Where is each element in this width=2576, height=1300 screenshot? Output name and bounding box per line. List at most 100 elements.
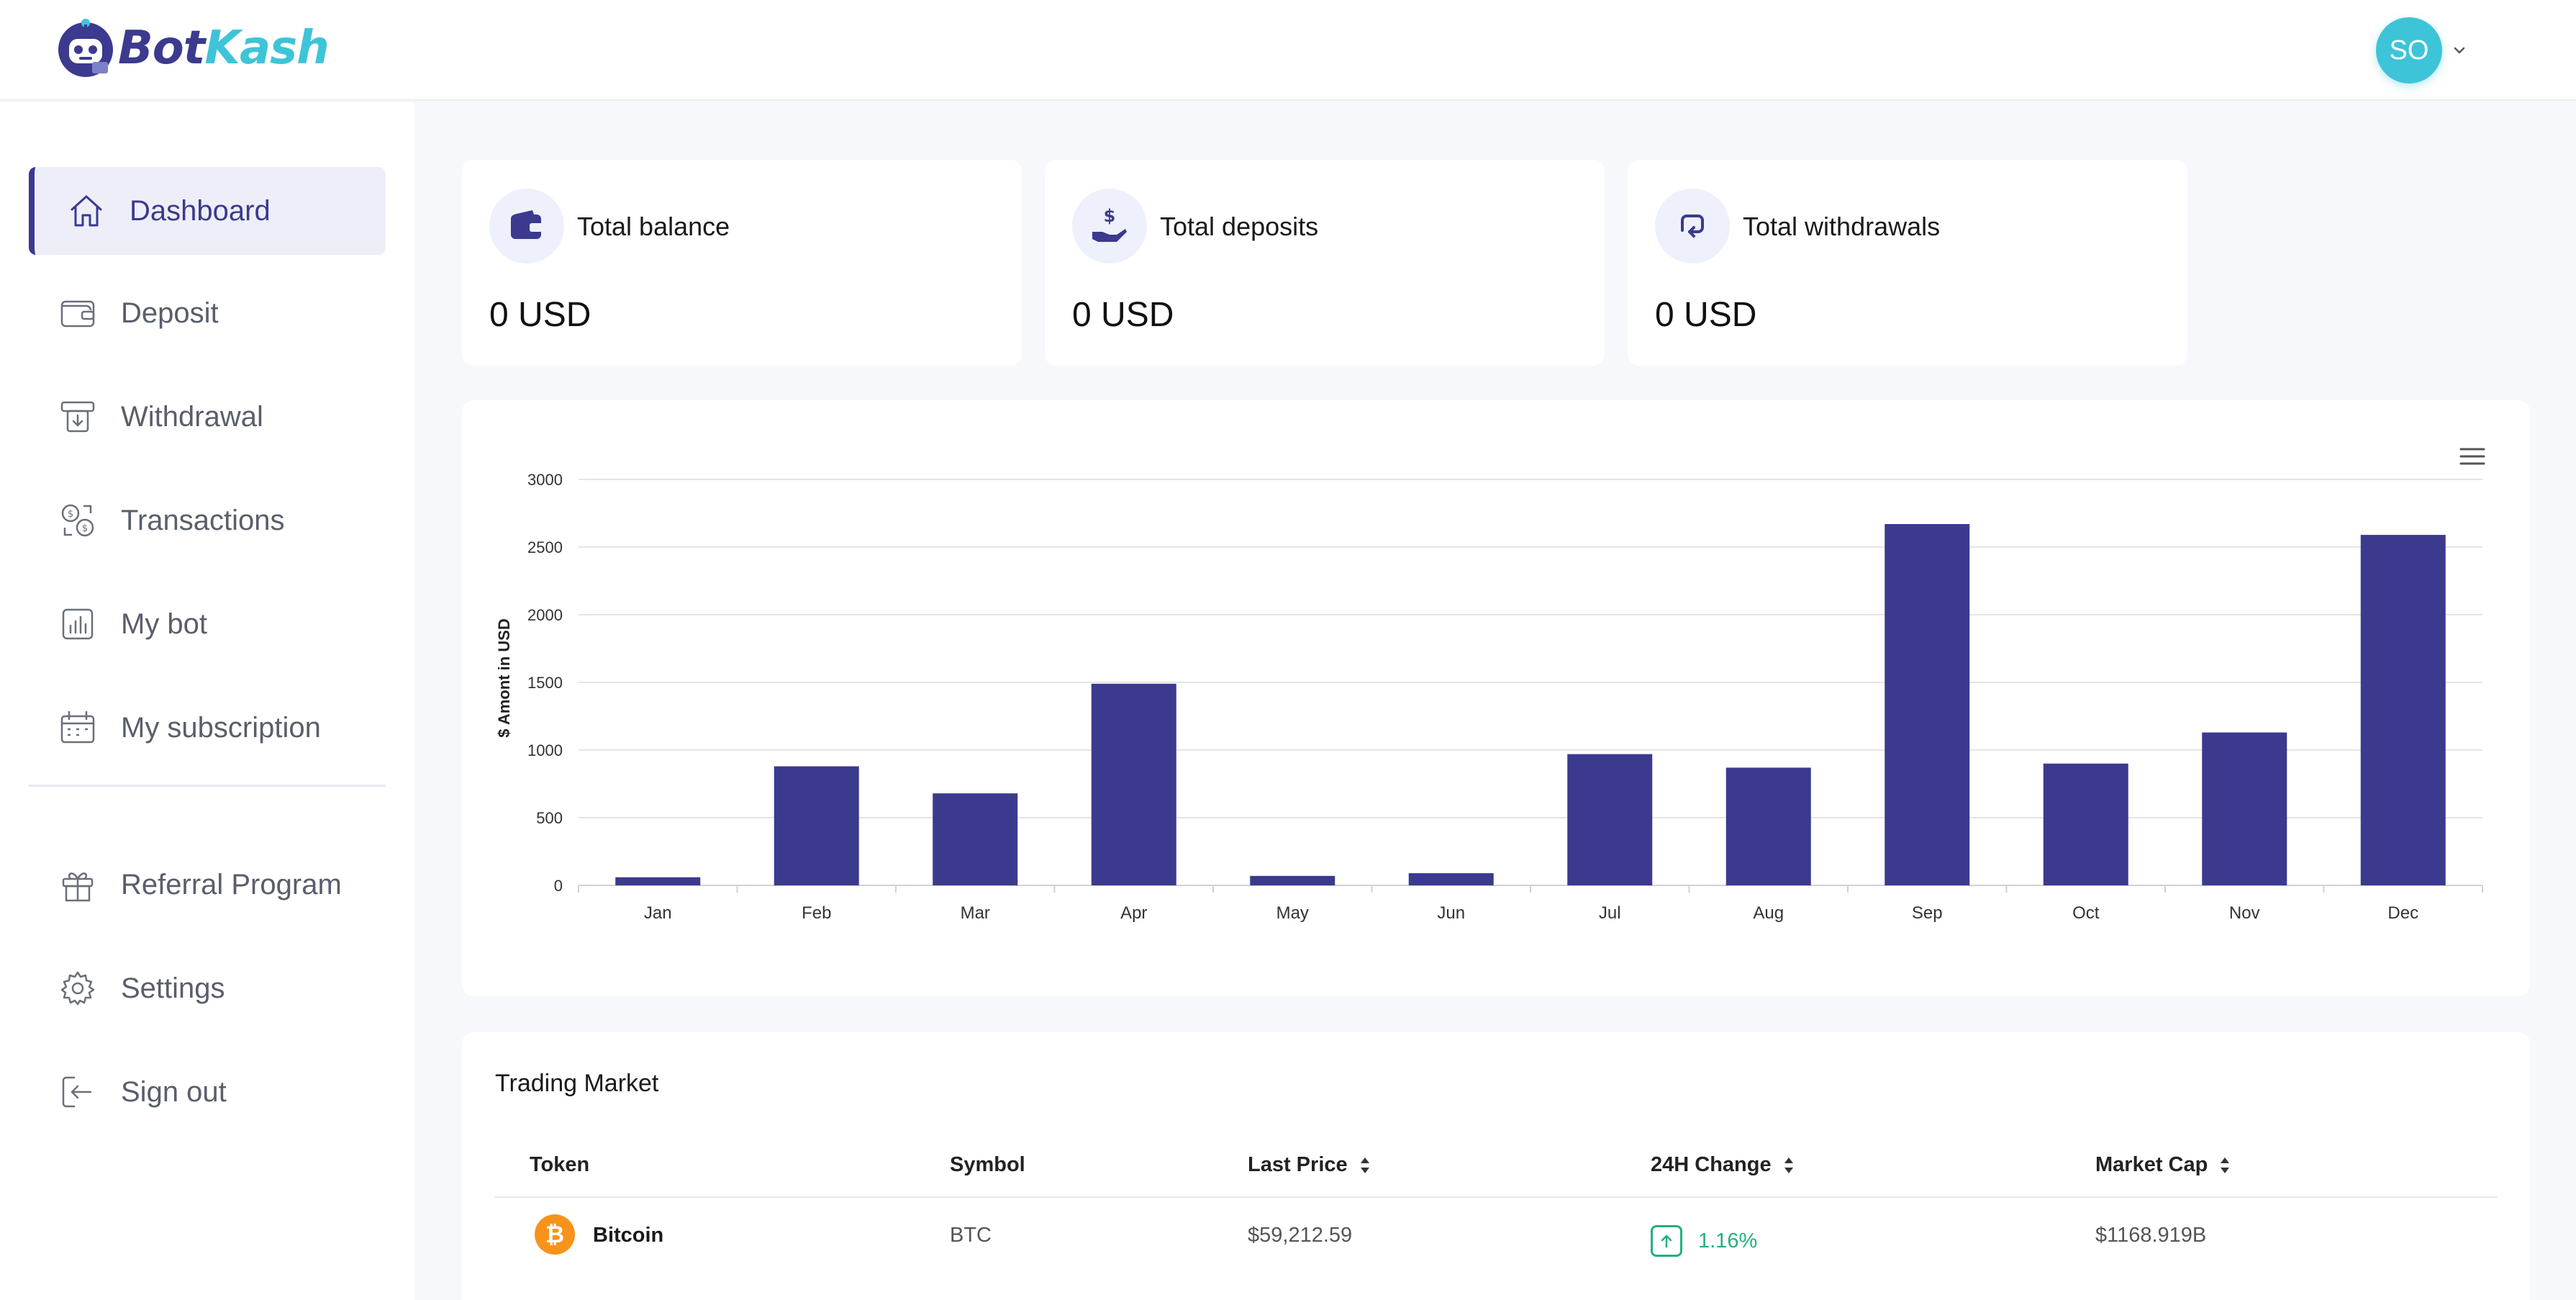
column-header-24h-change[interactable]: 24H Change xyxy=(1651,1153,1795,1177)
bar xyxy=(1408,873,1494,885)
top-header: BotKash SO xyxy=(0,0,2576,101)
sidebar-item-settings[interactable]: Settings xyxy=(29,944,386,1032)
bar xyxy=(1885,524,1970,885)
bar xyxy=(933,793,1018,885)
x-tick-label: Nov xyxy=(2229,903,2260,923)
sidebar-item-label: Transactions xyxy=(121,504,285,536)
sidebar-item-label: Withdrawal xyxy=(121,400,263,433)
y-tick-label: 1000 xyxy=(527,741,563,759)
sort-icon[interactable] xyxy=(1359,1156,1371,1175)
robot-logo-icon xyxy=(58,19,113,77)
y-axis-label: $ Amont in USD xyxy=(495,618,513,737)
chevron-down-icon[interactable] xyxy=(2449,40,2470,60)
x-tick-label: Jun xyxy=(1437,903,1465,923)
x-tick-label: Jul xyxy=(1599,903,1621,923)
x-tick-label: May xyxy=(1276,903,1309,923)
bar xyxy=(1725,767,1811,885)
bar-chart-icon xyxy=(62,608,94,640)
change-badge: 1.16% xyxy=(1651,1225,1757,1257)
sort-icon[interactable] xyxy=(1783,1156,1795,1175)
bar-chart: 0 500 1000 1500 2000 2500 3000 Jan Feb Mar Apr May J… xyxy=(495,471,2483,923)
stat-title: Total withdrawals xyxy=(1743,212,1941,241)
bar xyxy=(2043,763,2128,885)
sidebar-item-label: Deposit xyxy=(121,297,219,329)
token-name: Bitcoin xyxy=(593,1224,664,1247)
last-price: $59,212.59 xyxy=(1248,1224,1353,1247)
gear-icon xyxy=(60,971,95,1006)
bar xyxy=(615,877,701,885)
x-tick-label: Aug xyxy=(1753,903,1784,923)
gift-icon xyxy=(62,872,94,902)
bar xyxy=(2360,535,2446,885)
market-cap: $1168.919B xyxy=(2095,1224,2207,1247)
stat-card-total-withdrawals: Total withdrawals 0 USD xyxy=(1628,160,2187,366)
sidebar-item-referral-program[interactable]: Referral Program xyxy=(29,841,386,929)
arrow-up-icon xyxy=(1651,1225,1682,1257)
table-title: Trading Market xyxy=(495,1070,659,1097)
wallet-icon xyxy=(60,300,95,328)
sidebar: Dashboard Deposit Withdrawal $ $ Transac… xyxy=(0,102,414,1300)
bar xyxy=(774,766,859,885)
svg-text:$: $ xyxy=(82,523,88,534)
sidebar-item-my-bot[interactable]: My bot xyxy=(29,580,386,668)
trading-market-card: Trading Market Token Symbol Last Price 2… xyxy=(462,1032,2530,1300)
bitcoin-icon: ₿ xyxy=(535,1214,575,1255)
stat-value: 0 USD xyxy=(1072,296,1174,334)
column-header-last-price[interactable]: Last Price xyxy=(1248,1153,1371,1177)
x-tick-label: Dec xyxy=(2387,903,2418,923)
withdraw-arrow-icon xyxy=(1681,215,1704,238)
y-tick-label: 500 xyxy=(536,809,563,827)
sort-icon[interactable] xyxy=(2219,1156,2231,1175)
sidebar-divider xyxy=(29,785,386,787)
sidebar-item-withdrawal[interactable]: Withdrawal xyxy=(29,373,386,461)
column-header-token: Token xyxy=(530,1153,590,1176)
sidebar-item-label: Referral Program xyxy=(121,868,342,900)
bar xyxy=(2202,732,2287,885)
x-tick-label: Oct xyxy=(2072,903,2100,923)
sidebar-item-label: My bot xyxy=(121,608,208,640)
stat-value: 0 USD xyxy=(1655,296,1757,334)
svg-text:₿: ₿ xyxy=(545,1221,564,1248)
y-tick-label: 0 xyxy=(554,877,563,895)
svg-text:$: $ xyxy=(68,509,73,520)
column-header-market-cap[interactable]: Market Cap xyxy=(2095,1153,2231,1177)
sidebar-item-transactions[interactable]: $ $ Transactions xyxy=(29,477,386,564)
sign-out-icon xyxy=(62,1076,92,1108)
botkash-logo[interactable]: BotKash xyxy=(55,16,330,81)
sidebar-item-label: Settings xyxy=(121,972,225,1004)
change-value: 1.16% xyxy=(1698,1229,1758,1252)
stat-card-total-deposits: $ Total deposits 0 USD xyxy=(1045,160,1605,366)
hamburger-menu-icon[interactable] xyxy=(2458,443,2487,469)
bar xyxy=(1091,683,1176,885)
table-header-divider xyxy=(495,1196,2497,1198)
stat-value: 0 USD xyxy=(489,296,591,334)
stat-card-total-balance: Total balance 0 USD xyxy=(462,160,1022,366)
column-header-symbol: Symbol xyxy=(950,1153,1025,1176)
sidebar-item-label: My subscription xyxy=(121,711,321,744)
sidebar-item-dashboard[interactable]: Dashboard xyxy=(29,167,386,255)
x-tick-label: Sep xyxy=(1912,903,1943,923)
monthly-chart-card: 0 500 1000 1500 2000 2500 3000 Jan Feb Mar Apr May J… xyxy=(462,400,2530,996)
y-tick-label: 3000 xyxy=(527,471,563,489)
home-icon xyxy=(71,195,102,227)
bar xyxy=(1567,754,1653,885)
bar xyxy=(1250,875,1335,885)
x-tick-label: Jan xyxy=(644,903,672,923)
exchange-icon: $ $ xyxy=(61,504,94,537)
x-tick-label: Apr xyxy=(1120,903,1147,923)
sidebar-item-label: Sign out xyxy=(121,1075,227,1108)
logo-text: BotKash xyxy=(118,22,330,75)
hand-dollar-icon: $ xyxy=(1092,206,1127,242)
user-avatar[interactable]: SO xyxy=(2376,17,2442,83)
sidebar-item-deposit[interactable]: Deposit xyxy=(29,269,386,357)
x-tick-label: Feb xyxy=(802,903,831,923)
stat-title: Total deposits xyxy=(1160,212,1319,241)
y-tick-label: 1500 xyxy=(527,674,563,692)
y-tick-label: 2000 xyxy=(527,606,563,624)
wallet-icon xyxy=(511,210,543,239)
y-tick-label: 2500 xyxy=(527,538,563,556)
x-tick-label: Mar xyxy=(961,903,990,923)
stat-title: Total balance xyxy=(577,212,730,241)
sidebar-item-sign-out[interactable]: Sign out xyxy=(29,1048,386,1136)
sidebar-item-my-subscription[interactable]: My subscription xyxy=(29,684,386,772)
